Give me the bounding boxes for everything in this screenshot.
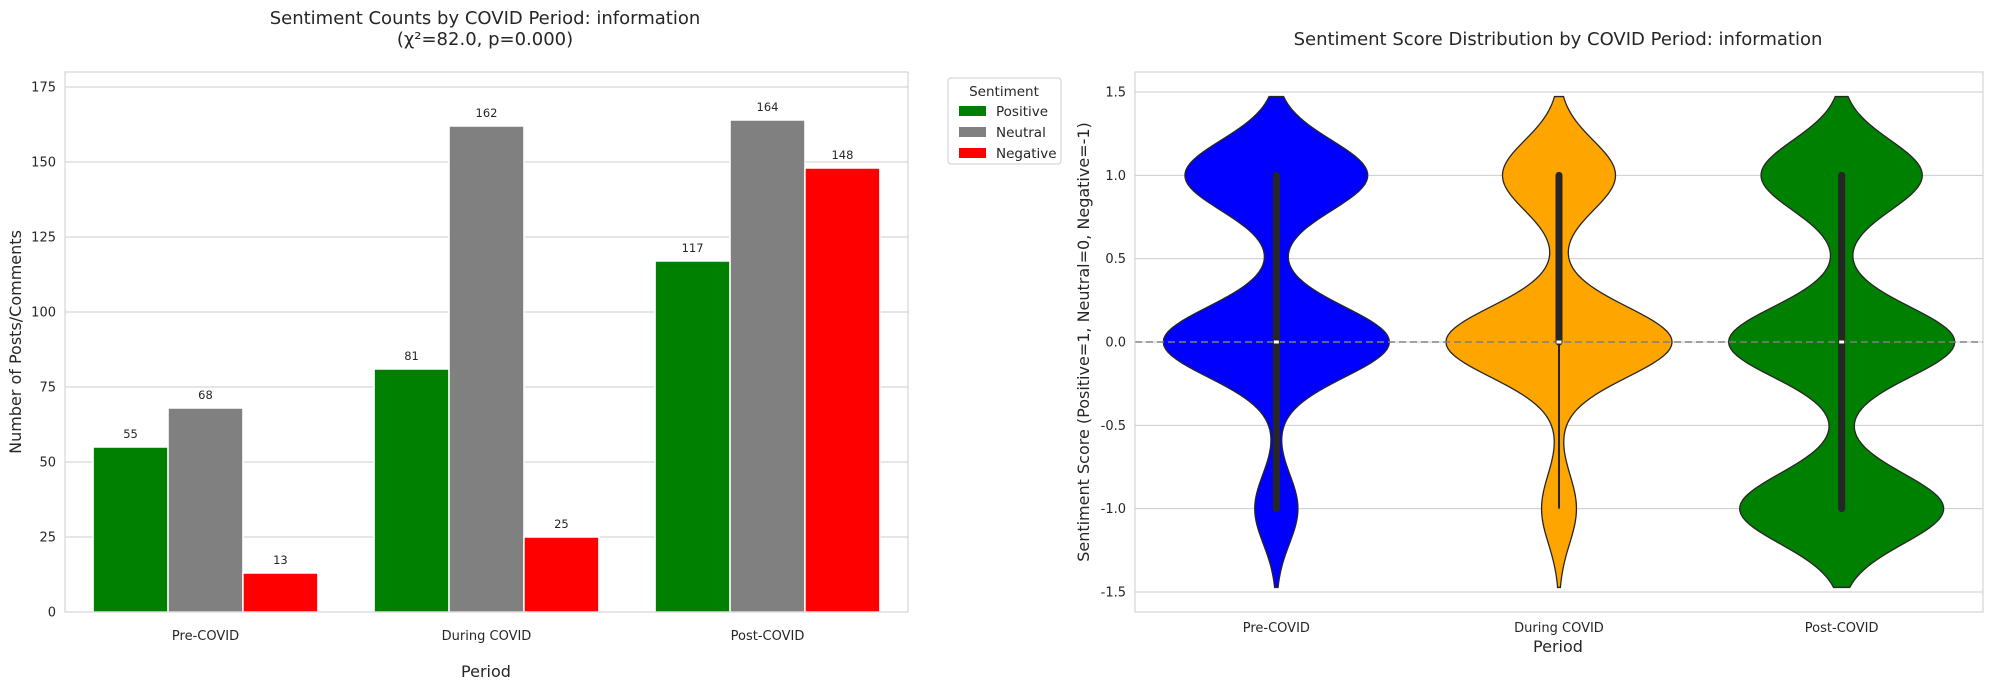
legend-swatch-positive [959, 106, 986, 116]
violin-y-tick-label: -1.0 [1101, 502, 1126, 517]
bar-neutral [448, 125, 525, 613]
bar-value-label: 81 [404, 349, 419, 363]
bar-neutral [167, 407, 244, 613]
bar-chart-title: Sentiment Counts by COVID Period: inform… [270, 8, 701, 29]
legend-label-negative: Negative [996, 146, 1057, 162]
violin-chart-title: Sentiment Score Distribution by COVID Pe… [1294, 29, 1823, 50]
bar-x-tick-label: Post-COVID [731, 629, 805, 644]
legend-swatch-negative [959, 148, 986, 158]
violin-median-marker [1839, 340, 1845, 344]
bar-positive [373, 368, 450, 613]
bar-value-label: 55 [123, 427, 138, 441]
bar-x-tick-label: During COVID [442, 629, 532, 644]
violin-y-tick-label: -0.5 [1101, 419, 1126, 434]
bar-y-tick-label: 0 [48, 606, 56, 621]
violin-y-tick-label: 0.5 [1105, 252, 1126, 267]
bar-y-tick-label: 100 [31, 306, 56, 321]
bar-positive [654, 260, 731, 613]
violin-y-axis-label: Sentiment Score (Positive=1, Neutral=0, … [1074, 122, 1093, 562]
bar-negative [523, 536, 600, 613]
violin-x-axis-label: Period [1533, 637, 1583, 656]
bar-plot-frame [64, 71, 909, 613]
violin-median-marker [1273, 340, 1279, 344]
legend-frame [947, 77, 1062, 165]
bar-value-label: 162 [476, 106, 498, 120]
violin-y-tick-label: 1.5 [1105, 86, 1126, 101]
legend-items: Positive Neutral Negative [959, 104, 1057, 162]
violin-x-tick-label: During COVID [1514, 621, 1604, 636]
bar-y-tick-label: 175 [31, 81, 56, 96]
violin-x-ticks: Pre-COVID During COVID Post-COVID [1243, 621, 1879, 636]
bar-y-ticks: 0 25 50 75 100 125 150 175 [31, 81, 56, 621]
bar-marks [92, 119, 881, 613]
bar-value-label: 68 [198, 388, 213, 402]
violin-y-tick-label: -1.5 [1101, 586, 1126, 601]
bar-negative [242, 572, 319, 613]
bar-value-label: 148 [831, 148, 853, 162]
legend-label-positive: Positive [996, 104, 1048, 120]
violin-x-tick-label: Post-COVID [1805, 621, 1879, 636]
bar-value-label: 164 [757, 100, 779, 114]
bar-negative [804, 167, 881, 613]
violin-y-tick-label: 0.0 [1105, 336, 1126, 351]
bar-x-axis-label: Period [461, 662, 511, 681]
bar-chart: Sentiment Counts by COVID Period: inform… [6, 8, 909, 681]
legend-title: Sentiment [969, 84, 1039, 100]
legend-swatch-neutral [959, 127, 986, 137]
bar-x-tick-label: Pre-COVID [172, 629, 239, 644]
violin-chart: Sentiment Score Distribution by COVID Pe… [1074, 29, 1984, 656]
bar-y-tick-label: 125 [31, 231, 56, 246]
legend: Sentiment Positive Neutral Negative [947, 77, 1062, 165]
bar-y-tick-label: 50 [39, 456, 56, 471]
bar-positive [92, 446, 169, 613]
violin-inner-boxes [1272, 171, 1846, 513]
violin-y-tick-label: 1.0 [1105, 169, 1126, 184]
violin-median-marker [1556, 340, 1562, 344]
bar-neutral [729, 119, 806, 613]
legend-label-neutral: Neutral [996, 125, 1046, 141]
bar-value-label: 117 [682, 241, 704, 255]
bar-value-label: 25 [554, 517, 569, 531]
violin-plot-frame [1134, 71, 1984, 613]
bar-y-tick-label: 150 [31, 156, 56, 171]
bar-value-label: 13 [273, 553, 288, 567]
bar-y-axis-label: Number of Posts/Comments [6, 230, 25, 454]
bar-chart-subtitle: (χ²=82.0, p=0.000) [397, 29, 573, 50]
bar-x-ticks: Pre-COVID During COVID Post-COVID [172, 629, 804, 644]
bar-data-labels: 55 68 13 81 162 25 117 164 148 [123, 100, 853, 567]
violin-x-tick-label: Pre-COVID [1243, 621, 1310, 636]
violin-y-ticks: -1.5 -1.0 -0.5 0.0 0.5 1.0 1.5 [1101, 86, 1126, 601]
bar-y-tick-label: 75 [39, 381, 56, 396]
bar-y-tick-label: 25 [39, 531, 56, 546]
